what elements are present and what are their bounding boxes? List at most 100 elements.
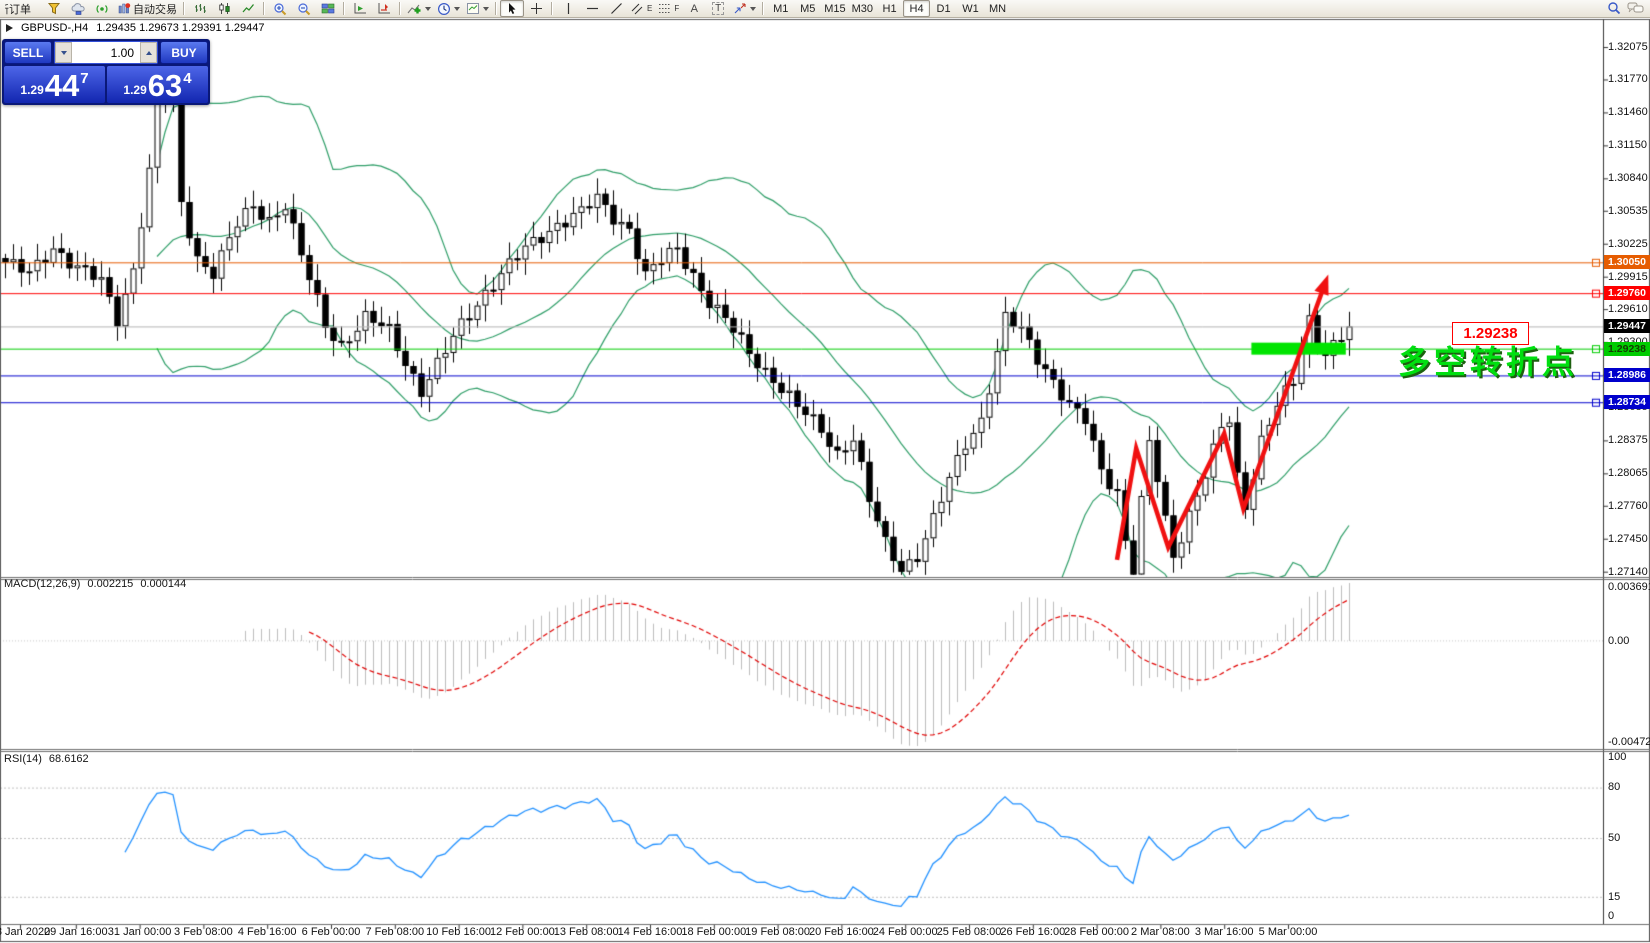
sell-quote[interactable]: 1.29 44 7 xyxy=(4,66,105,103)
toolbar-separator xyxy=(263,2,265,15)
zoom-in-button[interactable] xyxy=(268,0,292,17)
cursor-tool-button[interactable] xyxy=(500,0,524,17)
toolbar-separator xyxy=(343,2,345,15)
indicators-button[interactable] xyxy=(404,0,434,17)
timeframe-h1-button[interactable]: H1 xyxy=(882,2,897,15)
bar-chart-icon xyxy=(194,4,206,13)
volume-spinner: 1.00 xyxy=(54,41,158,64)
arrows-icon xyxy=(734,3,746,14)
tile-windows-button[interactable] xyxy=(316,0,340,17)
arrows-tool-button[interactable] xyxy=(730,0,759,17)
templates-button[interactable] xyxy=(463,0,492,17)
toolbar-separator xyxy=(551,2,553,15)
sell-price-prefix: 1.29 xyxy=(20,83,44,97)
horizontal-line-tool-button[interactable] xyxy=(580,0,604,17)
autotrading-icon xyxy=(118,3,131,14)
timeframe-d1-button[interactable]: D1 xyxy=(936,2,951,15)
tile-windows-icon xyxy=(321,3,335,14)
vertical-line-tool-button[interactable] xyxy=(556,0,580,17)
vertical-line-icon xyxy=(567,3,569,14)
autotrading-button[interactable]: 自动交易 xyxy=(114,0,180,17)
periods-button[interactable] xyxy=(434,0,463,17)
chart-shift-button[interactable] xyxy=(372,0,396,17)
sell-price-point: 7 xyxy=(80,70,89,87)
chat-icon[interactable] xyxy=(1627,1,1644,15)
fibonacci-tool-button[interactable]: F xyxy=(655,0,682,17)
templates-icon xyxy=(467,3,479,14)
timeframe-m1-button[interactable]: M1 xyxy=(773,2,789,15)
zoom-in-icon xyxy=(274,2,287,15)
one-click-trading-panel: SELL 1.00 BUY 1.29 44 7 1.29 63 4 xyxy=(2,39,210,105)
sell-button[interactable]: SELL xyxy=(4,41,52,64)
timeframe-m15-button[interactable]: M15 xyxy=(824,2,846,15)
timeframe-m5-button[interactable]: M5 xyxy=(800,2,816,15)
toolbar-separator xyxy=(183,2,185,15)
buy-quote[interactable]: 1.29 63 4 xyxy=(107,66,208,103)
search-icon[interactable] xyxy=(1607,1,1621,15)
toolbar: 新订单 自动交易 xyxy=(0,0,1650,18)
cloud-icon xyxy=(71,3,85,15)
fibonacci-icon xyxy=(659,4,672,13)
signal-button[interactable] xyxy=(90,0,114,17)
text-label-icon: T xyxy=(712,2,725,15)
autotrading-label: 自动交易 xyxy=(133,3,177,16)
cloud-button[interactable] xyxy=(66,0,90,17)
buy-price-point: 4 xyxy=(183,70,192,87)
text-label-tool-button[interactable]: T xyxy=(706,0,730,17)
timeframe-mn-button[interactable]: MN xyxy=(988,2,1007,15)
line-chart-button[interactable] xyxy=(236,0,260,17)
timeframe-group: M1 M5 M15 M30 H1 H4 D1 W1 MN xyxy=(767,0,1011,17)
new-order-label: 新订单 xyxy=(5,3,31,16)
horizontal-line-icon xyxy=(586,7,598,10)
candlestick-icon xyxy=(218,3,230,14)
auto-scroll-button[interactable] xyxy=(348,0,372,17)
dropdown-caret-icon xyxy=(425,6,431,11)
buy-price-prefix: 1.29 xyxy=(123,83,147,97)
spinner-down-icon xyxy=(60,50,67,55)
spinner-up-icon xyxy=(145,50,152,55)
zoom-out-button[interactable] xyxy=(292,0,316,17)
sell-price-pips: 44 xyxy=(44,68,80,103)
channel-tool-button[interactable]: E xyxy=(628,0,655,17)
new-order-label-clip: 新订单 xyxy=(5,1,39,17)
funnel-button[interactable] xyxy=(42,0,66,17)
volume-increase-button[interactable] xyxy=(140,42,157,63)
cursor-icon xyxy=(509,3,516,15)
quote-row: 1.29 44 7 1.29 63 4 xyxy=(4,66,208,103)
crosshair-icon xyxy=(530,3,542,14)
volume-decrease-button[interactable] xyxy=(55,42,72,63)
antenna-icon xyxy=(96,5,108,13)
trendline-tool-button[interactable] xyxy=(604,0,628,17)
buy-button[interactable]: BUY xyxy=(160,41,208,64)
line-chart-icon xyxy=(242,4,254,13)
funnel-icon xyxy=(47,3,61,15)
dropdown-caret-icon xyxy=(454,6,460,11)
zoom-out-icon xyxy=(298,2,311,15)
timeframe-m30-button[interactable]: M30 xyxy=(851,2,874,15)
toolbar-separator xyxy=(495,2,497,15)
auto-scroll-icon xyxy=(354,3,366,14)
indicators-icon xyxy=(407,4,421,13)
crosshair-tool-button[interactable] xyxy=(524,0,548,17)
text-icon: A xyxy=(690,2,698,15)
chart-shift-icon xyxy=(378,3,390,14)
dropdown-caret-icon xyxy=(750,6,757,11)
toolbar-separator xyxy=(399,2,401,15)
buy-price-pips: 63 xyxy=(147,68,183,103)
toolbar-separator xyxy=(762,2,765,15)
trendline-icon xyxy=(610,3,622,14)
toolbar-right xyxy=(1607,1,1644,15)
timeframe-w1-button[interactable]: W1 xyxy=(962,2,979,15)
candlestick-button[interactable] xyxy=(212,0,236,17)
channel-letter: E xyxy=(647,4,653,13)
trade-controls-row: SELL 1.00 BUY xyxy=(4,41,208,64)
new-order-button[interactable]: 新订单 xyxy=(2,0,42,17)
text-tool-button[interactable]: A xyxy=(682,0,706,17)
timeframe-h4-button[interactable]: H4 xyxy=(903,0,931,17)
fibonacci-letter: F xyxy=(674,4,680,13)
channel-icon xyxy=(631,3,643,15)
bar-chart-button[interactable] xyxy=(188,0,212,17)
volume-field[interactable]: 1.00 xyxy=(110,45,134,60)
